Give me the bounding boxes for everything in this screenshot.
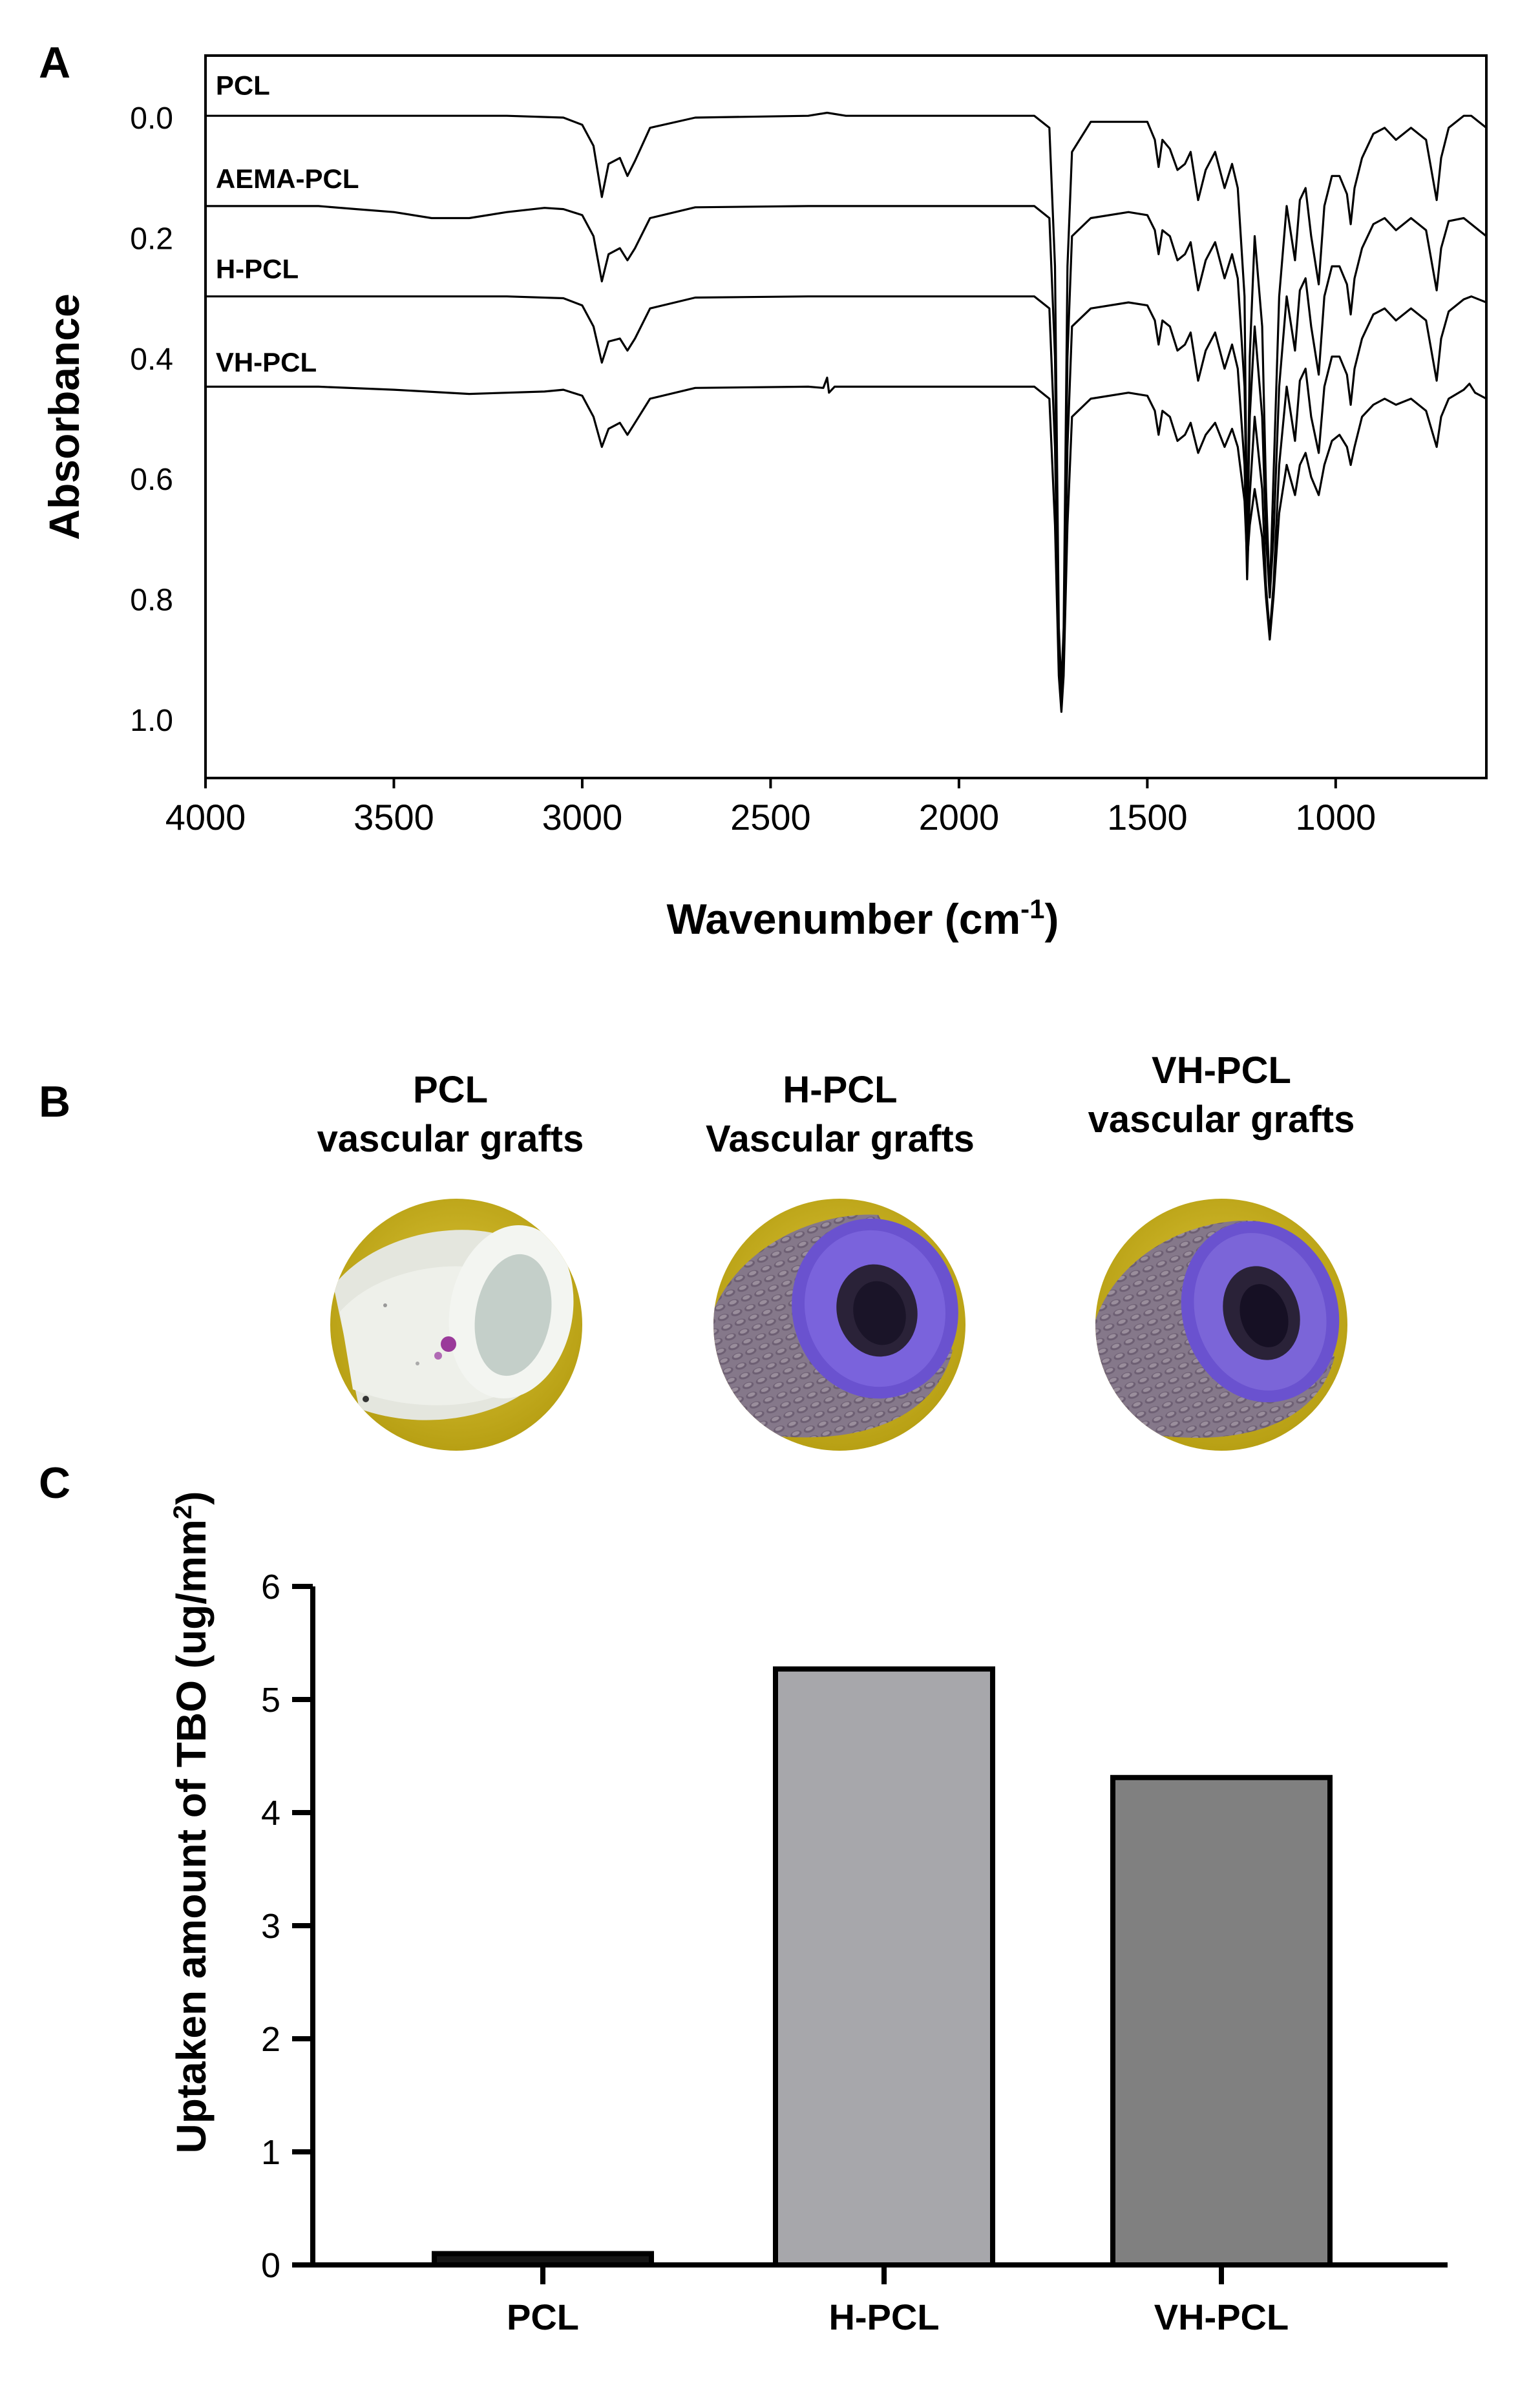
ftir-x-tick-label: 1500 [1107, 797, 1188, 837]
tbo-y-tick-label: 1 [261, 2133, 280, 2172]
ftir-series-label-1: AEMA-PCL [216, 163, 359, 194]
tbo-y-ticks: 0 1 2 3 4 5 6 [261, 1568, 313, 2285]
vh-pcl-graft-photo [1095, 1199, 1347, 1451]
ftir-series-line-0 [206, 111, 1487, 689]
tbo-y-tick-label: 4 [261, 1794, 280, 1833]
ftir-x-tick-label: 2000 [919, 797, 1000, 837]
ftir-x-tick-label: 1000 [1296, 797, 1377, 837]
photo-caption-pcl: PCL vascular grafts [317, 1069, 584, 1160]
ftir-y-tick-label: 0.8 [130, 584, 173, 618]
photo-caption-vh-pcl: VH-PCL vascular grafts [1088, 1049, 1355, 1141]
ftir-series-line-1 [206, 205, 1487, 695]
photo-caption-h-pcl-line2: Vascular grafts [706, 1118, 975, 1160]
ftir-x-tick-label: 3500 [353, 797, 434, 837]
tbo-x-tick-label: PCL [507, 2297, 579, 2337]
ftir-y-tick-label: 0.6 [130, 463, 173, 497]
tbo-x-tick-label: H-PCL [828, 2297, 939, 2337]
ftir-x-axis-label: Wavenumber (cm-1) [666, 894, 1059, 943]
panel-label-c: C [39, 1458, 70, 1508]
tbo-bar-vh-pcl [1110, 1774, 1333, 2268]
photo-caption-h-pcl: H-PCL Vascular grafts [706, 1069, 975, 1160]
ftir-y-tick-label: 0.2 [130, 222, 173, 257]
tbo-bar-chart: 0 1 2 3 4 5 6 PCL H-PCL VH-PCL Uptaken amount of… [168, 1491, 1448, 2337]
ftir-series-line-2 [206, 295, 1487, 701]
tbo-y-axis-label: Uptaken amount of TBO (ug/mm2) [168, 1491, 215, 2154]
ftir-series-label-0: PCL [216, 70, 270, 101]
ftir-chart: PCL AEMA-PCL H-PCL VH-PCL 4000 3500 3000 2500 2… [40, 54, 1488, 943]
ftir-series-labels: PCL AEMA-PCL H-PCL VH-PCL [216, 70, 359, 378]
photo-caption-pcl-line2: vascular grafts [317, 1118, 584, 1160]
ftir-series-lines [206, 111, 1487, 713]
photo-caption-vh-pcl-line2: vascular grafts [1088, 1099, 1355, 1141]
tbo-y-tick-label: 0 [261, 2246, 280, 2285]
photo-caption-pcl-line1: PCL [413, 1069, 488, 1111]
ftir-y-ticks: 0.0 0.2 0.4 0.6 0.8 1.0 [130, 101, 173, 738]
ftir-x-tick-label: 2500 [730, 797, 811, 837]
ftir-x-tick-label: 4000 [165, 797, 246, 837]
ftir-series-label-3: VH-PCL [216, 347, 317, 377]
ftir-y-tick-label: 1.0 [130, 704, 173, 738]
ftir-plot-frame [204, 54, 1488, 779]
tbo-bar-h-pcl [773, 1666, 995, 2268]
panel-label-b: B [39, 1077, 70, 1126]
h-pcl-graft-photo [713, 1199, 965, 1451]
ftir-series-label-2: H-PCL [216, 254, 299, 284]
tbo-y-tick-label: 3 [261, 1907, 280, 1946]
tbo-x-tick-label: VH-PCL [1154, 2297, 1289, 2337]
photo-caption-h-pcl-line1: H-PCL [783, 1069, 897, 1111]
ftir-y-axis-label: Absorbance [40, 293, 88, 540]
tbo-y-tick-label: 5 [261, 1681, 280, 1720]
tbo-y-tick-label: 2 [261, 2020, 280, 2059]
ftir-y-tick-label: 0.4 [130, 342, 173, 377]
tbo-y-tick-label: 6 [261, 1568, 280, 1606]
ftir-x-tick-label: 3000 [542, 797, 623, 837]
ftir-series-line-3 [206, 376, 1487, 713]
ftir-x-ticks: 4000 3500 3000 2500 2000 1500 1000 [165, 778, 1376, 837]
panel-label-a: A [39, 38, 70, 87]
photo-caption-vh-pcl-line1: VH-PCL [1152, 1049, 1291, 1091]
tbo-x-ticks: PCL H-PCL VH-PCL [507, 2265, 1289, 2337]
pcl-graft-photo [330, 1199, 582, 1451]
ftir-y-tick-label: 0.0 [130, 101, 173, 136]
tbo-bars [432, 1666, 1333, 2268]
